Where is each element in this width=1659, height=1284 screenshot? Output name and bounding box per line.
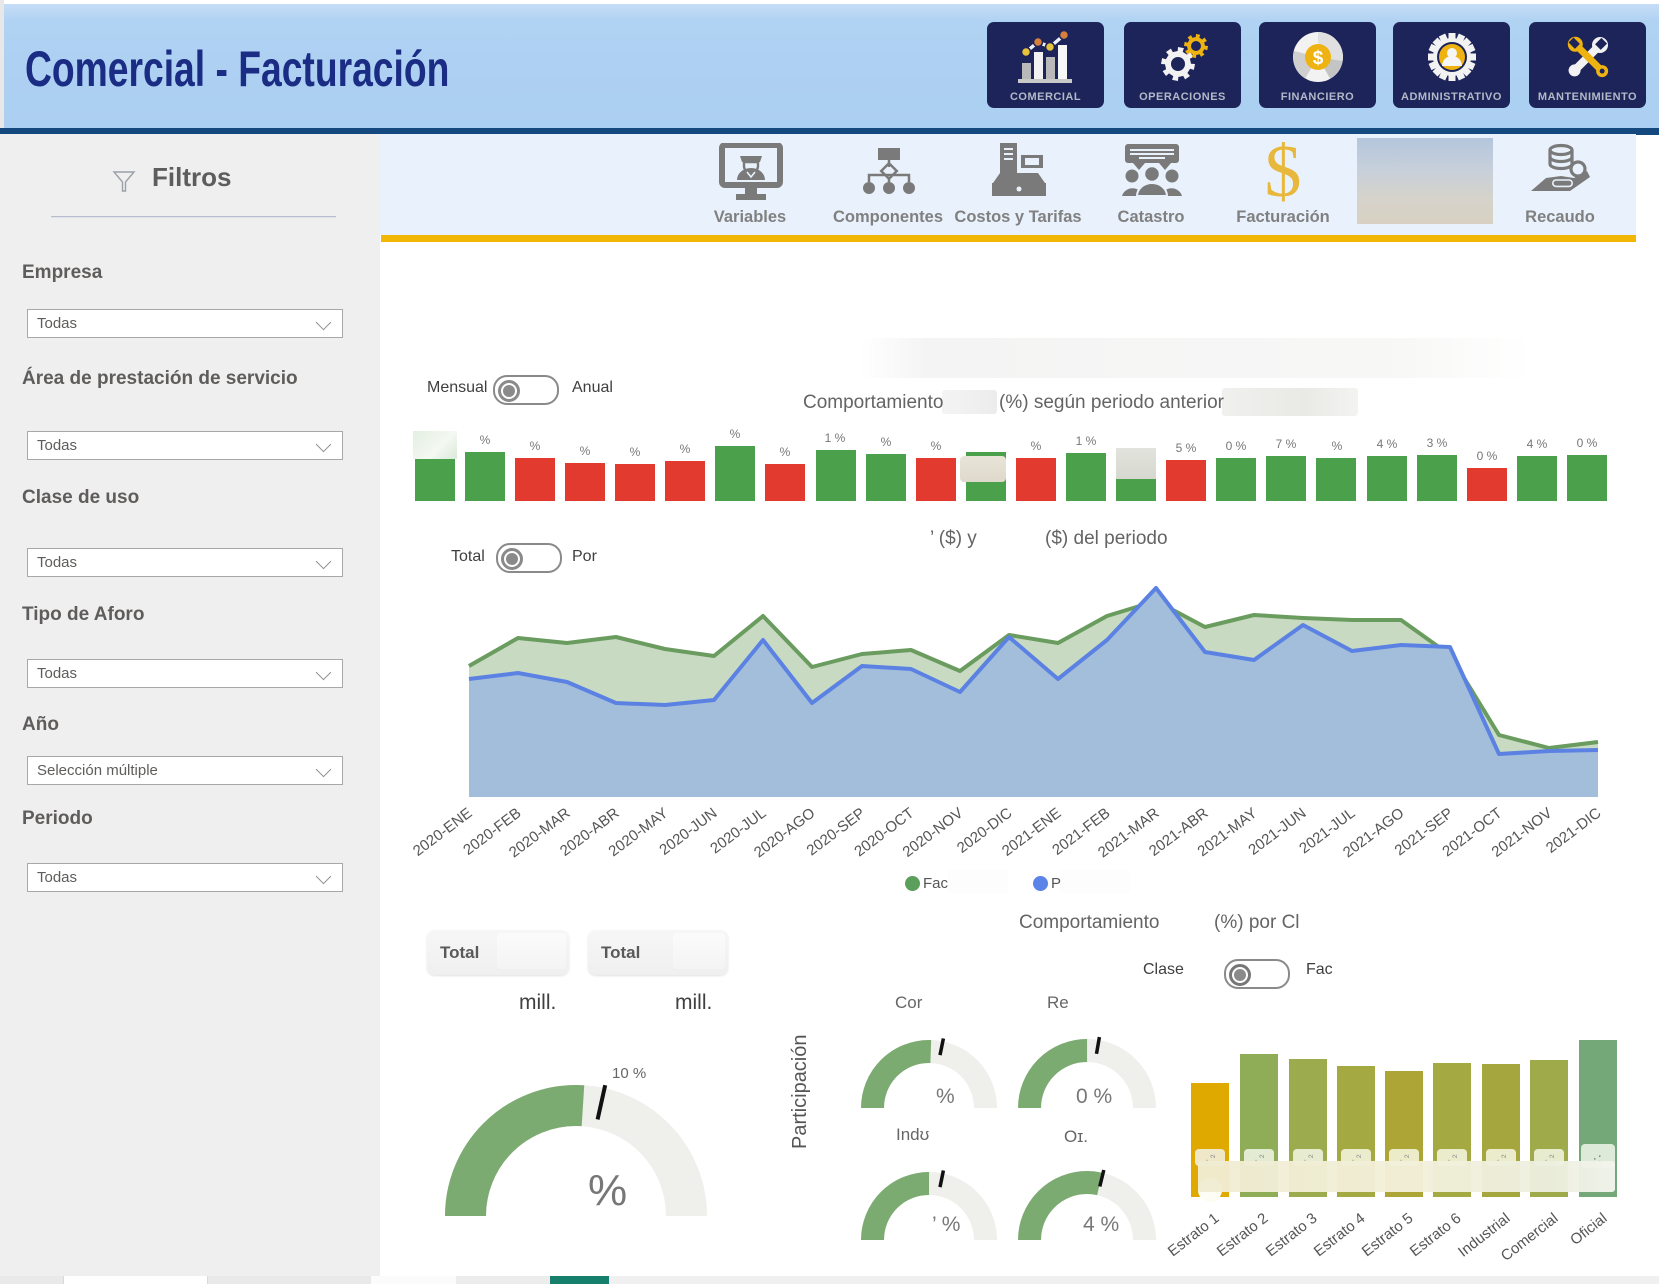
svg-text:Cor: Cor <box>895 993 923 1012</box>
svg-text:%: % <box>936 1085 955 1108</box>
svg-text:ʾ₂: ʾ₂ <box>1496 1154 1508 1162</box>
svg-text:Estrato 3: Estrato 3 <box>1263 1210 1321 1260</box>
svg-text:4 %: 4 % <box>1083 1213 1119 1236</box>
svg-text:Re: Re <box>1047 993 1069 1012</box>
svg-text:Indʊ: Indʊ <box>896 1125 929 1144</box>
svg-text:Estrato 6: Estrato 6 <box>1407 1210 1465 1260</box>
svg-text:Estrato 5: Estrato 5 <box>1359 1210 1417 1260</box>
svg-text:%: % <box>588 1166 627 1215</box>
svg-text:ʾ₂: ʾ₂ <box>1544 1154 1556 1162</box>
svg-text:$: $ <box>1312 48 1323 69</box>
svg-text:2021-DIC: 2021-DIC <box>1543 805 1605 857</box>
svg-text:ʾ₂: ʾ₂ <box>1447 1154 1459 1162</box>
svg-text:Estrato 4: Estrato 4 <box>1311 1210 1369 1260</box>
svg-text:Oɪ.: Oɪ. <box>1064 1127 1088 1146</box>
svg-text:ʾ₂: ʾ₂ <box>1254 1154 1266 1162</box>
svg-text:ʾ₂: ʾ₂ <box>1303 1154 1315 1162</box>
svg-text:ʾ₂: ʾ₂ <box>1351 1154 1363 1162</box>
svg-text:∴: ∴ <box>1590 1155 1605 1163</box>
svg-text:10 %: 10 % <box>612 1065 646 1082</box>
svg-text:ʾ₂: ʾ₂ <box>1399 1154 1411 1162</box>
svg-text:0 %: 0 % <box>1076 1085 1112 1108</box>
svg-text:ʾ₂: ʾ₂ <box>1205 1154 1217 1162</box>
svg-text:Oficial: Oficial <box>1567 1210 1610 1249</box>
svg-text:Estrato 2: Estrato 2 <box>1214 1210 1272 1260</box>
svg-text:’ %: ’ % <box>932 1213 960 1236</box>
